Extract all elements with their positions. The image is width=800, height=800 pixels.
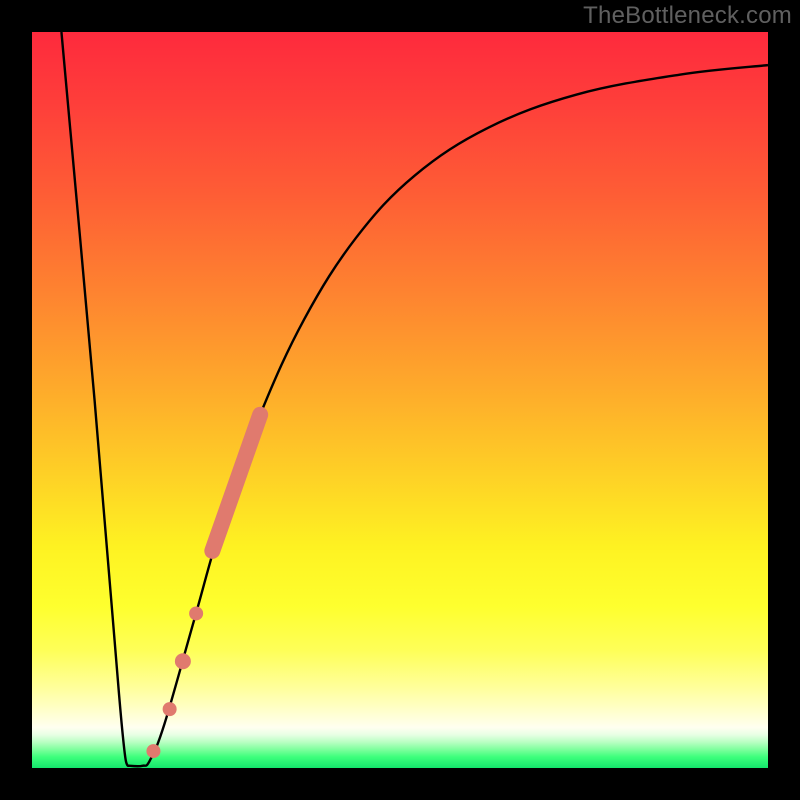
plot-background [32, 32, 768, 768]
bottleneck-chart [0, 0, 800, 800]
chart-container: TheBottleneck.com [0, 0, 800, 800]
highlight-dot [163, 702, 177, 716]
watermark-text: TheBottleneck.com [583, 2, 792, 30]
highlight-dot [189, 606, 203, 620]
highlight-dot [175, 653, 191, 669]
highlight-dot [146, 744, 160, 758]
